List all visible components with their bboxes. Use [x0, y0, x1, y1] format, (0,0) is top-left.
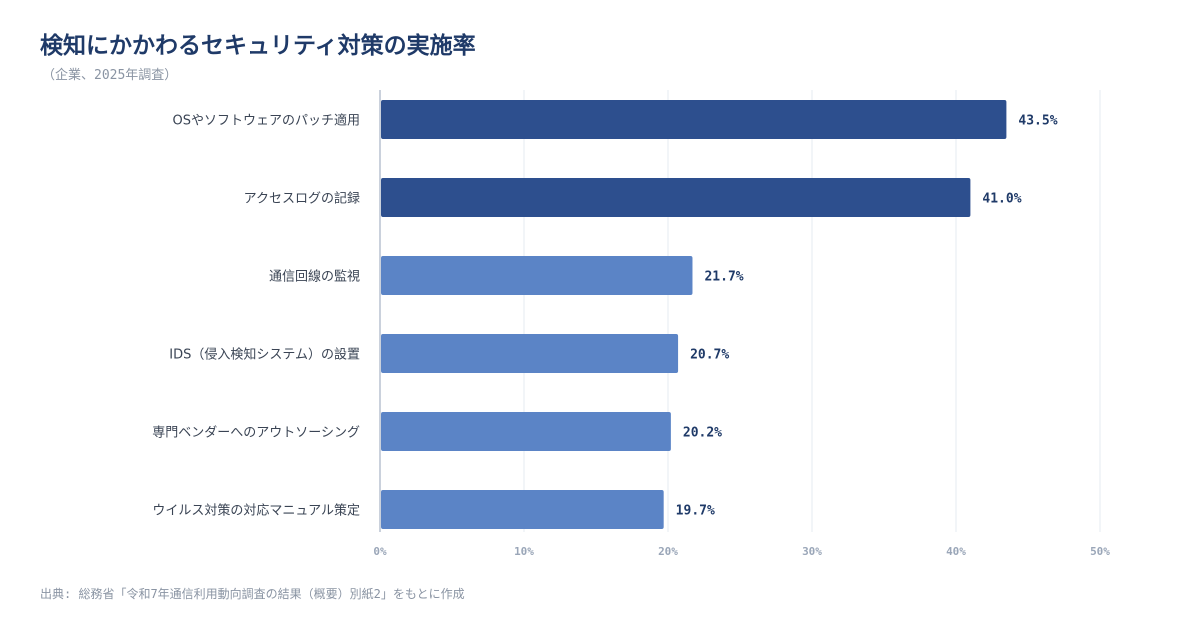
bars [381, 100, 1007, 529]
x-tick-label: 40% [946, 545, 966, 558]
category-label: OSやソフトウェアのパッチ適用 [173, 113, 361, 129]
category-label: 通信回線の監視 [269, 269, 360, 285]
value-label: 19.7% [676, 504, 715, 519]
bar [381, 100, 1007, 139]
value-label: 41.0% [982, 192, 1021, 207]
x-tick-label: 10% [514, 545, 534, 558]
x-tick-label: 50% [1090, 545, 1110, 558]
category-label: ウイルス対策の対応マニュアル策定 [152, 503, 360, 519]
labels: 0% 10% 20% 30% 40% 50% OSやソフトウェアのパッチ適用 43.5% アクセ… [152, 113, 1110, 559]
grid-lines [379, 90, 1101, 532]
bar [381, 178, 971, 217]
x-tick-label: 20% [658, 545, 678, 558]
value-label: 20.7% [690, 348, 729, 363]
bar [381, 256, 693, 295]
source-note: 出典: 総務省「令和7年通信利用動向調査の結果（概要）別紙2」をもとに作成 [40, 587, 465, 601]
bar [381, 334, 679, 373]
bar [381, 490, 664, 529]
x-tick-label: 0% [373, 545, 387, 558]
x-tick-label: 30% [802, 545, 822, 558]
category-label: アクセスログの記録 [244, 191, 360, 207]
value-label: 20.2% [683, 426, 722, 441]
category-label: IDS（侵入検知システム）の設置 [169, 347, 360, 363]
value-label: 43.5% [1018, 114, 1057, 129]
category-label: 専門ベンダーへのアウトソーシング [152, 426, 360, 441]
chart-subtitle: （企業、2025年調査） [42, 68, 178, 83]
bar [381, 412, 671, 451]
chart-title: 検知にかかわるセキュリティ対策の実施率 [40, 33, 476, 59]
value-label: 21.7% [704, 270, 743, 285]
